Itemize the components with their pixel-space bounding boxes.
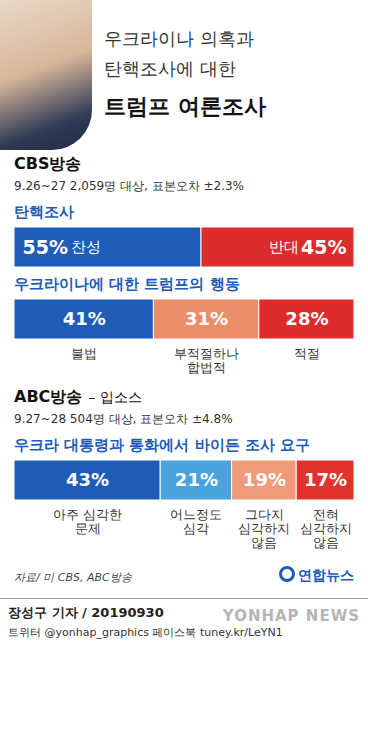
html-text:연합뉴스: 연합뉴스 xyxy=(298,567,354,583)
html-text:자료/ 미 CBS, ABC방송: 자료/ 미 CBS, ABC방송 xyxy=(14,571,132,584)
html-text:트럼프 여론조사: 트럼프 여론조사 xyxy=(104,94,266,119)
html-text:CBS방송: CBS방송 xyxy=(14,154,82,173)
html-text:ABC방송 – 입소스: ABC방송 – 입소스 xyxy=(14,387,142,406)
svg-text:17%: 17% xyxy=(304,469,347,490)
svg-text:그다지심각하지않음: 그다지심각하지않음 xyxy=(238,507,290,551)
html-text:9.26~27 2,059명 대상, 표본오차 ±2.3%: 9.26~27 2,059명 대상, 표본오차 ±2.3% xyxy=(14,179,244,193)
html-text:YONHAP NEWS: YONHAP NEWS xyxy=(222,607,360,625)
svg-text:19%: 19% xyxy=(243,469,286,490)
svg-text:어느정도심각: 어느정도심각 xyxy=(170,507,222,536)
svg-text:반대: 반대 xyxy=(269,238,299,256)
svg-text:불법: 불법 xyxy=(71,346,97,361)
svg-text:아주 심각한문제: 아주 심각한문제 xyxy=(53,507,122,536)
html-text:9.27~28 504명 대상, 표본오차 ±4.8%: 9.27~28 504명 대상, 표본오차 ±4.8% xyxy=(14,412,233,426)
svg-text:부적절하나합법적: 부적절하나합법적 xyxy=(174,346,239,375)
svg-text:41%: 41% xyxy=(63,308,106,329)
svg-text:적절: 적절 xyxy=(294,346,320,361)
svg-text:55%: 55% xyxy=(23,236,68,258)
svg-text:45%: 45% xyxy=(301,236,346,258)
html-text:우크라이나에 대한 트럼프의 행동: 우크라이나에 대한 트럼프의 행동 xyxy=(14,275,240,293)
html-text:트위터 @yonhap_graphics 페이스북 tune: 트위터 @yonhap_graphics 페이스북 tuney.kr/LeYN1 xyxy=(8,626,283,639)
svg-text:전혀심각하지않음: 전혀심각하지않음 xyxy=(300,507,352,551)
html-text:장성구 기자 / 20190930: 장성구 기자 / 20190930 xyxy=(8,605,164,620)
svg-text:찬성: 찬성 xyxy=(71,238,101,256)
html-text:우크라 대통령과 통화에서 바이든 조사 요구: 우크라 대통령과 통화에서 바이든 조사 요구 xyxy=(14,436,311,454)
html-text:우크라이나 의혹과 탄핵조사에 대한: 우크라이나 의혹과 탄핵조사에 대한 xyxy=(104,28,254,79)
svg-text:43%: 43% xyxy=(66,469,109,490)
svg-text:21%: 21% xyxy=(175,469,218,490)
html-text:탄핵조사: 탄핵조사 xyxy=(14,203,74,221)
svg-text:28%: 28% xyxy=(285,308,328,329)
svg-text:31%: 31% xyxy=(185,308,228,329)
